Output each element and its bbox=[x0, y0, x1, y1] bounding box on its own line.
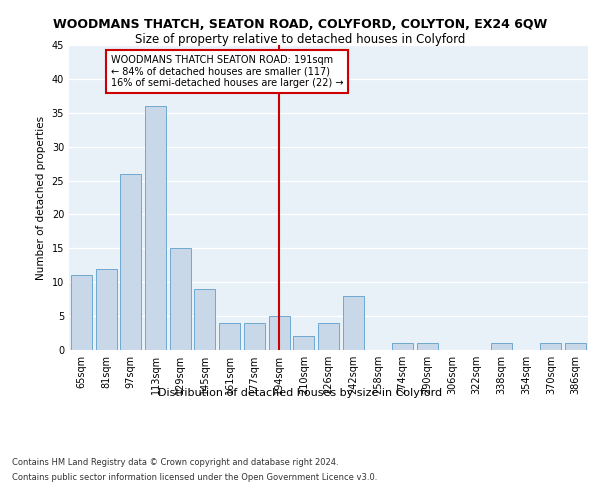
Bar bbox=[219, 323, 240, 350]
Bar bbox=[120, 174, 141, 350]
Bar bbox=[343, 296, 364, 350]
Bar bbox=[491, 343, 512, 350]
Bar bbox=[145, 106, 166, 350]
Text: WOODMANS THATCH, SEATON ROAD, COLYFORD, COLYTON, EX24 6QW: WOODMANS THATCH, SEATON ROAD, COLYFORD, … bbox=[53, 18, 547, 30]
Bar bbox=[269, 316, 290, 350]
Bar bbox=[170, 248, 191, 350]
Text: Size of property relative to detached houses in Colyford: Size of property relative to detached ho… bbox=[135, 32, 465, 46]
Bar bbox=[541, 343, 562, 350]
Y-axis label: Number of detached properties: Number of detached properties bbox=[36, 116, 46, 280]
Bar bbox=[244, 323, 265, 350]
Bar bbox=[318, 323, 339, 350]
Bar bbox=[392, 343, 413, 350]
Bar bbox=[95, 268, 116, 350]
Bar bbox=[417, 343, 438, 350]
Bar bbox=[194, 289, 215, 350]
Bar bbox=[565, 343, 586, 350]
Text: Distribution of detached houses by size in Colyford: Distribution of detached houses by size … bbox=[158, 388, 442, 398]
Text: Contains HM Land Registry data © Crown copyright and database right 2024.: Contains HM Land Registry data © Crown c… bbox=[12, 458, 338, 467]
Text: WOODMANS THATCH SEATON ROAD: 191sqm
← 84% of detached houses are smaller (117)
1: WOODMANS THATCH SEATON ROAD: 191sqm ← 84… bbox=[111, 55, 344, 88]
Bar bbox=[293, 336, 314, 350]
Text: Contains public sector information licensed under the Open Government Licence v3: Contains public sector information licen… bbox=[12, 473, 377, 482]
Bar bbox=[71, 276, 92, 350]
